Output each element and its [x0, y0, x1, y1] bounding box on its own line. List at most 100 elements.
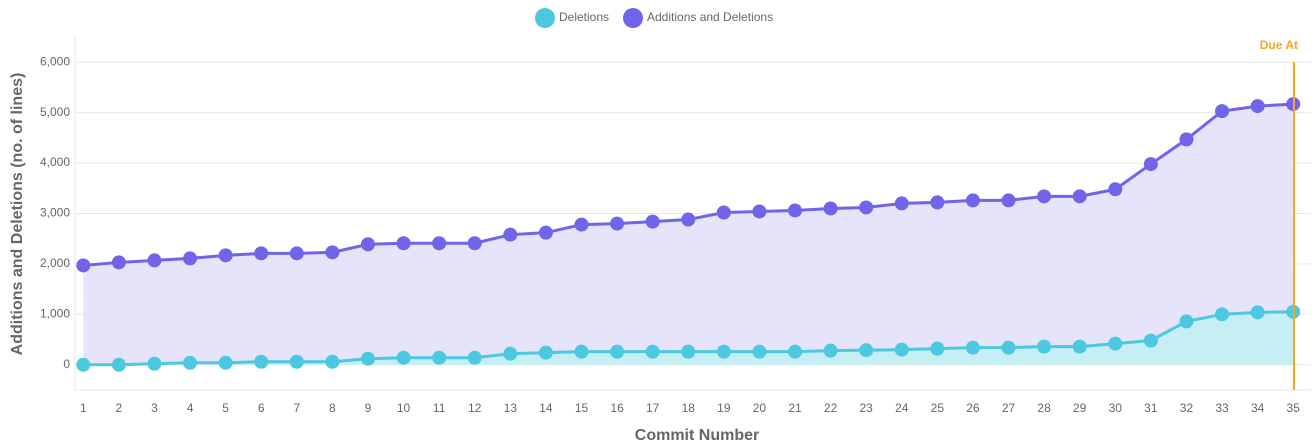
data-point [183, 251, 198, 266]
areas [83, 104, 1294, 365]
y-tick-label: 0 [63, 357, 70, 371]
data-point [823, 343, 838, 358]
x-tick-label: 35 [1287, 401, 1301, 415]
data-point [289, 246, 304, 261]
data-point [111, 357, 126, 372]
data-point [1179, 132, 1194, 147]
data-point [218, 248, 233, 263]
data-point [1143, 157, 1158, 172]
data-point [716, 205, 731, 220]
data-point [859, 343, 874, 358]
x-tick-label: 9 [365, 401, 372, 415]
data-point [76, 357, 91, 372]
data-point [788, 344, 803, 359]
x-tick-label: 19 [717, 401, 731, 415]
x-tick-label: 31 [1144, 401, 1158, 415]
data-point [218, 355, 233, 370]
x-tick-label: 5 [222, 401, 229, 415]
data-point [147, 356, 162, 371]
data-point [894, 196, 909, 211]
x-tick-label: 12 [468, 401, 482, 415]
data-point [467, 350, 482, 365]
x-tick-label: 1 [80, 401, 87, 415]
data-point [610, 344, 625, 359]
x-tick-label: 32 [1180, 401, 1194, 415]
data-point [965, 340, 980, 355]
data-point [574, 344, 589, 359]
points [76, 97, 1301, 372]
x-tick-label: 20 [753, 401, 767, 415]
x-tick-label: 33 [1215, 401, 1229, 415]
data-point [396, 350, 411, 365]
data-point [503, 227, 518, 242]
data-point [894, 342, 909, 357]
data-point [1001, 193, 1016, 208]
x-tick-label: 27 [1002, 401, 1016, 415]
x-tick-label: 22 [824, 401, 838, 415]
series-area [83, 311, 1294, 365]
data-point [1250, 305, 1265, 320]
y-tick-label: 6,000 [40, 54, 70, 68]
data-point [965, 193, 980, 208]
series-area [83, 104, 1294, 365]
data-point [538, 345, 553, 360]
data-point [574, 217, 589, 232]
x-tick-label: 10 [397, 401, 411, 415]
data-point [1250, 99, 1265, 114]
data-point [930, 195, 945, 210]
y-tick-label: 5,000 [40, 105, 70, 119]
data-point [396, 236, 411, 251]
data-point [681, 344, 696, 359]
y-tick-label: 3,000 [40, 206, 70, 220]
x-tick-label: 29 [1073, 401, 1087, 415]
data-point [1215, 104, 1230, 119]
data-point [360, 237, 375, 252]
data-point [1037, 189, 1052, 204]
x-tick-label: 11 [433, 401, 446, 415]
y-axis-title: Additions and Deletions (no. of lines) [9, 73, 26, 356]
x-tick-label: 13 [504, 401, 518, 415]
x-tick-label: 24 [895, 401, 909, 415]
data-point [1179, 314, 1194, 329]
data-point [930, 341, 945, 356]
x-tick-label: 25 [931, 401, 945, 415]
data-point [325, 245, 340, 260]
x-tick-label: 21 [788, 401, 802, 415]
due-label: Due At [1260, 38, 1298, 52]
x-tick-label: 28 [1037, 401, 1051, 415]
x-tick-label: 16 [610, 401, 624, 415]
data-point [716, 344, 731, 359]
data-point [1143, 333, 1158, 348]
data-point [360, 351, 375, 366]
data-point [1108, 182, 1123, 197]
data-point [645, 344, 660, 359]
legend-swatch [535, 8, 555, 28]
x-tick-label: 3 [151, 401, 158, 415]
x-tick-label: 8 [329, 401, 336, 415]
data-point [1108, 336, 1123, 351]
x-tick-label: 18 [682, 401, 696, 415]
data-point [681, 212, 696, 227]
x-axis-title: Commit Number [635, 427, 759, 444]
data-point [254, 246, 269, 261]
data-point [1072, 339, 1087, 354]
data-point [788, 203, 803, 218]
data-point [432, 350, 447, 365]
data-point [111, 255, 126, 270]
x-tick-label: 30 [1109, 401, 1123, 415]
data-point [432, 236, 447, 251]
data-point [503, 346, 518, 361]
data-point [1001, 340, 1016, 355]
legend-label: Deletions [559, 10, 609, 24]
data-point [752, 344, 767, 359]
data-point [1037, 339, 1052, 354]
x-tick-label: 23 [859, 401, 873, 415]
data-point [752, 204, 767, 219]
data-point [289, 354, 304, 369]
x-tick-label: 14 [539, 401, 553, 415]
data-point [254, 354, 269, 369]
data-point [1215, 307, 1230, 322]
legend-label: Additions and Deletions [647, 10, 773, 24]
